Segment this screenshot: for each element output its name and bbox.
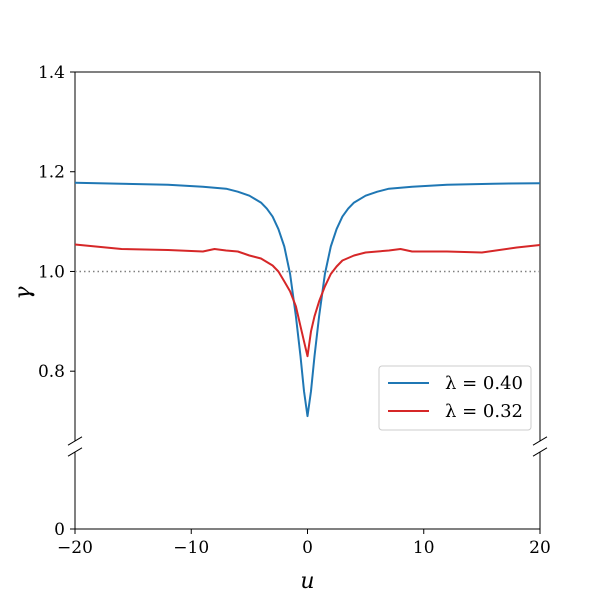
lower-panel: [74, 452, 541, 530]
y-axis-ticks: 0.8 1.0 1.2 1.4 0: [38, 63, 75, 540]
x-tick-label: 10: [413, 538, 435, 558]
upper-panel: [67, 71, 548, 457]
x-tick-label: 20: [529, 538, 551, 558]
x-axis-label: u: [300, 569, 314, 594]
x-tick-label: −10: [173, 538, 209, 558]
axis-break-mark: [67, 436, 83, 446]
x-tick-label: 0: [302, 538, 313, 558]
axis-break-mark: [532, 436, 548, 446]
series-line-2: [74, 243, 541, 358]
x-axis-ticks: −20 −10 0 10 20: [57, 529, 551, 558]
y-axis-label: γ: [11, 286, 36, 300]
legend: λ = 0.40 λ = 0.32: [378, 365, 532, 431]
series-line-1: [74, 181, 541, 418]
y-tick-label: 1.0: [38, 262, 65, 282]
legend-label: λ = 0.40: [445, 373, 523, 394]
y-tick-label: 1.2: [38, 163, 65, 183]
legend-label: λ = 0.32: [445, 401, 523, 422]
y-tick-label: 1.4: [38, 63, 65, 83]
x-tick-label: −20: [57, 538, 93, 558]
series-group: [74, 181, 541, 418]
y-tick-label: 0.8: [38, 362, 65, 382]
y-tick-label: 0: [54, 520, 65, 540]
